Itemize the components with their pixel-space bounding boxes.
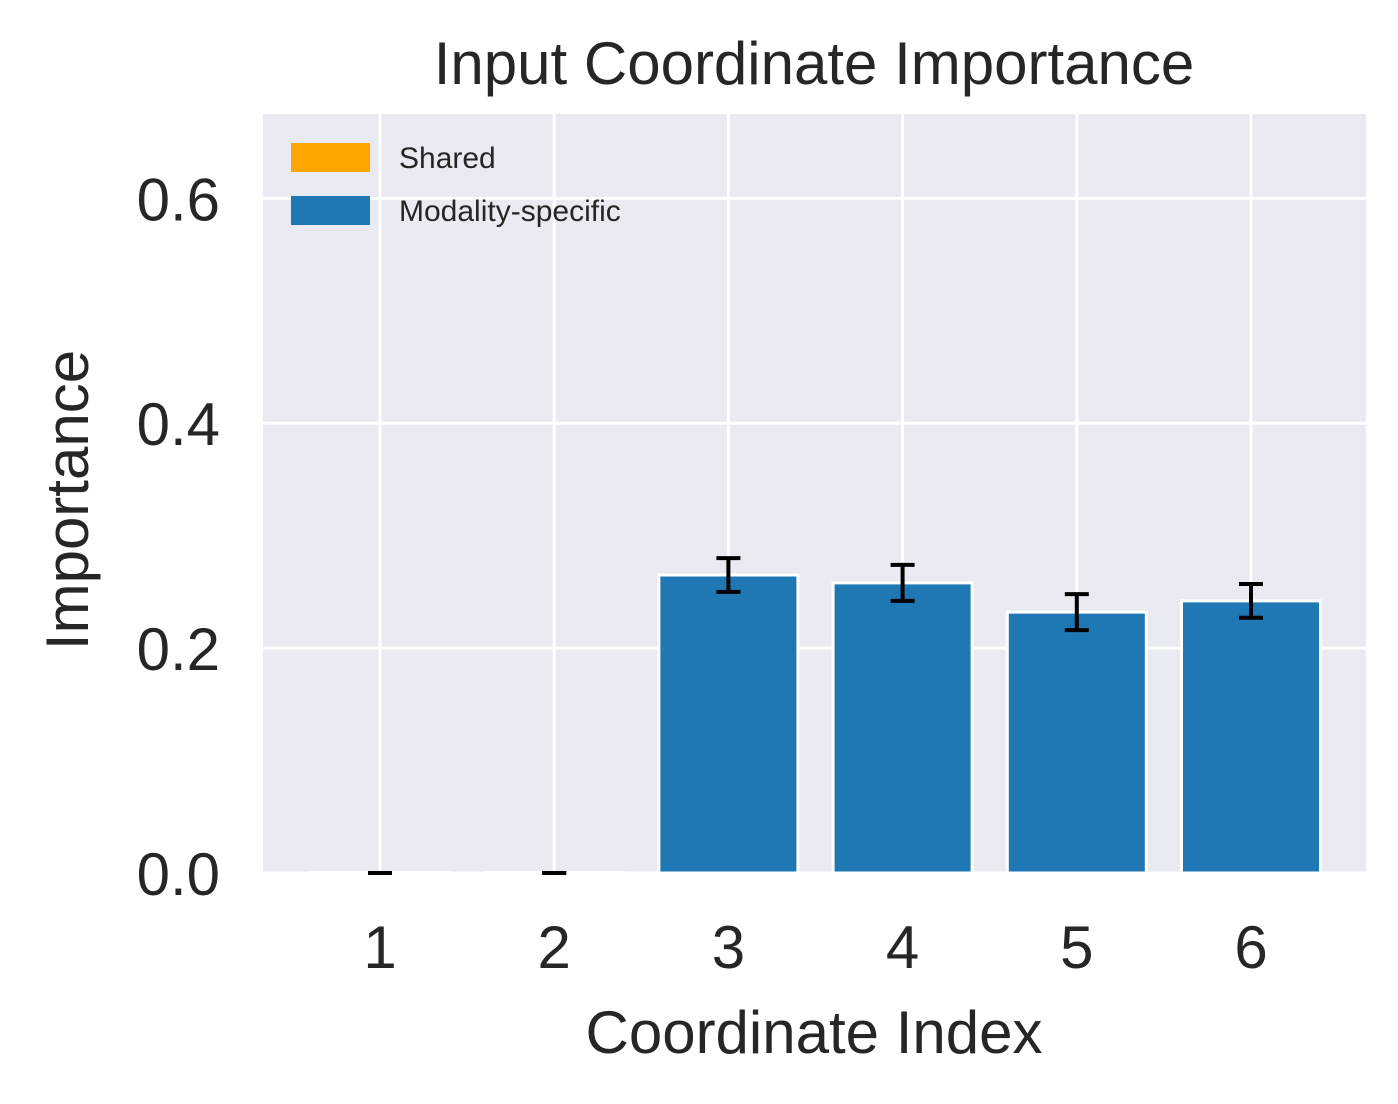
y-tick-label: 0.6 xyxy=(137,166,220,233)
x-tick-label: 2 xyxy=(538,914,571,981)
y-tick-label: 0.2 xyxy=(137,616,220,683)
y-tick-label: 0.4 xyxy=(137,391,220,458)
bar-6 xyxy=(1180,599,1322,875)
x-tick-label: 4 xyxy=(886,914,919,981)
legend-label: Shared xyxy=(399,142,496,175)
bar-5 xyxy=(1005,610,1148,875)
bar-4 xyxy=(831,581,974,875)
x-tick-label: 5 xyxy=(1060,914,1093,981)
bar-3 xyxy=(657,573,800,875)
y-axis-label: Importance xyxy=(34,350,101,650)
bars xyxy=(309,573,1322,875)
tick-labels: 1 2 3 4 5 6 0.0 0.2 0.4 0.6 xyxy=(137,166,1268,981)
x-tick-label: 3 xyxy=(712,914,745,981)
legend-label: Modality-specific xyxy=(399,195,621,228)
error-bars xyxy=(368,556,1263,875)
x-tick-label: 1 xyxy=(363,914,396,981)
legend: Shared Modality-specific xyxy=(291,142,621,228)
y-tick-label: 0.0 xyxy=(137,841,220,908)
x-axis-label: Coordinate Index xyxy=(586,999,1043,1066)
x-tick-label: 6 xyxy=(1234,914,1267,981)
legend-swatch xyxy=(291,196,370,225)
legend-swatch xyxy=(291,143,370,172)
chart-title: Input Coordinate Importance xyxy=(434,30,1194,97)
